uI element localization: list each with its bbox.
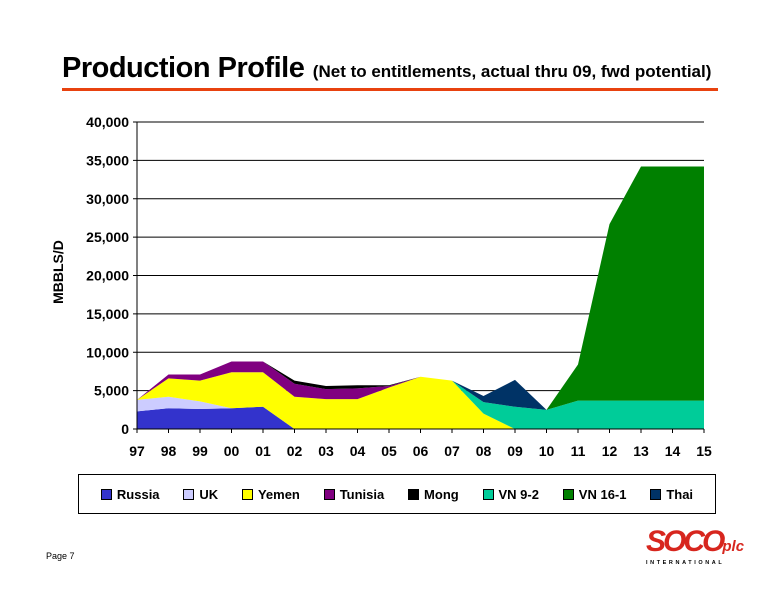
y-tick-label: 20,000 [86, 268, 129, 284]
title-main: Production Profile [62, 52, 305, 84]
x-tick-label: 11 [571, 443, 586, 459]
title-underline [62, 88, 718, 91]
soco-logo: SOCOplc INTERNATIONAL [646, 527, 744, 567]
chart-legend: Russia UK Yemen Tunisia Mong VN 9-2 VN 16-1 Tha… [78, 474, 716, 514]
x-tick-label: 02 [287, 443, 303, 459]
legend-swatch [100, 488, 112, 500]
legend-label: VN 16-1 [578, 486, 627, 502]
area-tunisia [137, 361, 704, 429]
legend-swatch [408, 488, 420, 500]
y-tick-labels: 0 5,000 10,000 15,000 20,000 25,000 30,000 35,0… [86, 114, 129, 437]
x-tick-label: 04 [350, 443, 366, 459]
y-tick-label: 0 [121, 421, 129, 437]
legend-item-yemen: Yemen [241, 486, 300, 502]
x-tick-label: 97 [129, 443, 145, 459]
area-vn-16-1 [137, 166, 704, 410]
chart-areas [137, 166, 704, 429]
x-tick-label: 99 [192, 443, 208, 459]
legend-label: UK [199, 486, 219, 502]
x-tick-label: 15 [696, 443, 712, 459]
legend-label: VN 9-2 [498, 486, 539, 502]
x-tick-label: 01 [255, 443, 271, 459]
x-tick-label: 03 [318, 443, 334, 459]
page-number: Page 7 [46, 551, 75, 561]
legend-item-vn-9-2: VN 9-2 [482, 486, 539, 502]
legend-swatch [650, 488, 662, 500]
x-tick-label: 13 [633, 443, 649, 459]
x-tick-label: 12 [602, 443, 618, 459]
legend-swatch [241, 488, 253, 500]
legend-label: Mong [424, 486, 459, 502]
logo-word: SOCO [646, 525, 725, 558]
legend-swatch [183, 488, 195, 500]
x-tick-label: 06 [413, 443, 429, 459]
y-tick-label: 40,000 [86, 114, 129, 130]
legend-item-uk: UK [183, 487, 218, 502]
x-tick-label: 14 [665, 443, 681, 459]
x-tick-labels: 97 98 99 00 01 02 03 04 05 06 07 08 09 10 11 12 13 14 15 [129, 443, 712, 459]
legend-swatch [482, 488, 494, 500]
chart-axes [133, 121, 705, 433]
x-tick-label: 98 [161, 443, 177, 459]
x-tick-label: 05 [381, 443, 397, 459]
legend-label: Yemen [257, 486, 300, 502]
y-tick-label: 30,000 [86, 191, 129, 207]
x-tick-label: 07 [444, 443, 460, 459]
x-tick-label: 08 [476, 443, 492, 459]
legend-item-thai: Thai [650, 487, 693, 502]
legend-item-mong: Mong [408, 487, 459, 502]
logo-tagline: INTERNATIONAL [646, 560, 725, 566]
y-tick-label: 5,000 [94, 383, 129, 399]
y-tick-label: 10,000 [86, 344, 129, 360]
x-tick-label: 00 [224, 443, 240, 459]
legend-item-vn-16-1: VN 16-1 [562, 486, 627, 502]
y-tick-label: 15,000 [86, 306, 129, 322]
y-tick-label: 25,000 [86, 229, 129, 245]
legend-label: Tunisia [339, 486, 385, 502]
logo-wordmark: SOCOplc [646, 527, 744, 560]
title-subtitle: (Net to entitlements, actual thru 09, fw… [312, 62, 712, 81]
y-axis-label: MBBLS/D [50, 240, 66, 304]
area-russia [137, 406, 704, 429]
legend-swatch [323, 488, 335, 500]
legend-swatch [562, 488, 574, 500]
area-yemen [137, 372, 704, 429]
area-vn-9-2 [137, 361, 704, 429]
logo-suffix: plc [722, 538, 745, 555]
slide-title: Production Profile (Net to entitlements,… [62, 52, 711, 85]
x-tick-label: 10 [539, 443, 555, 459]
legend-item-russia: Russia [100, 486, 160, 502]
legend-label: Russia [116, 486, 160, 502]
x-tick-label: 09 [507, 443, 523, 459]
legend-item-tunisia: Tunisia [323, 486, 385, 502]
legend-label: Thai [666, 486, 694, 502]
y-tick-label: 35,000 [86, 152, 129, 168]
